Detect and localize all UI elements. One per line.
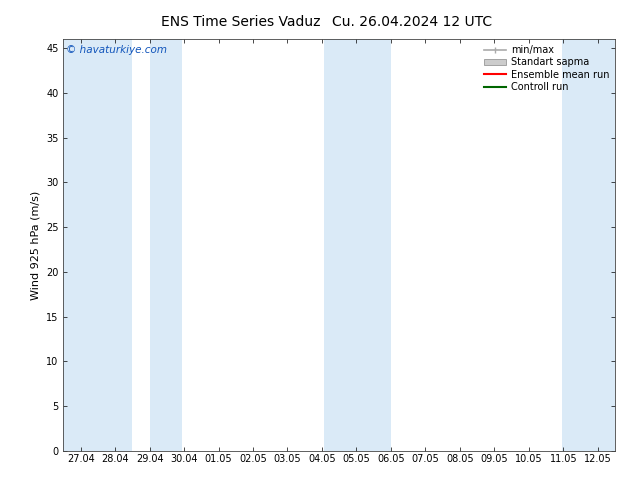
Bar	[150, 39, 183, 451]
Text: © havaturkiye.com: © havaturkiye.com	[66, 46, 167, 55]
Text: ENS Time Series Vaduz: ENS Time Series Vaduz	[161, 15, 321, 29]
Bar	[324, 39, 391, 451]
Legend: min/max, Standart sapma, Ensemble mean run, Controll run: min/max, Standart sapma, Ensemble mean r…	[481, 42, 612, 95]
Text: Cu. 26.04.2024 12 UTC: Cu. 26.04.2024 12 UTC	[332, 15, 492, 29]
Bar	[63, 39, 133, 451]
Bar	[562, 39, 615, 451]
Y-axis label: Wind 925 hPa (m/s): Wind 925 hPa (m/s)	[30, 191, 41, 299]
